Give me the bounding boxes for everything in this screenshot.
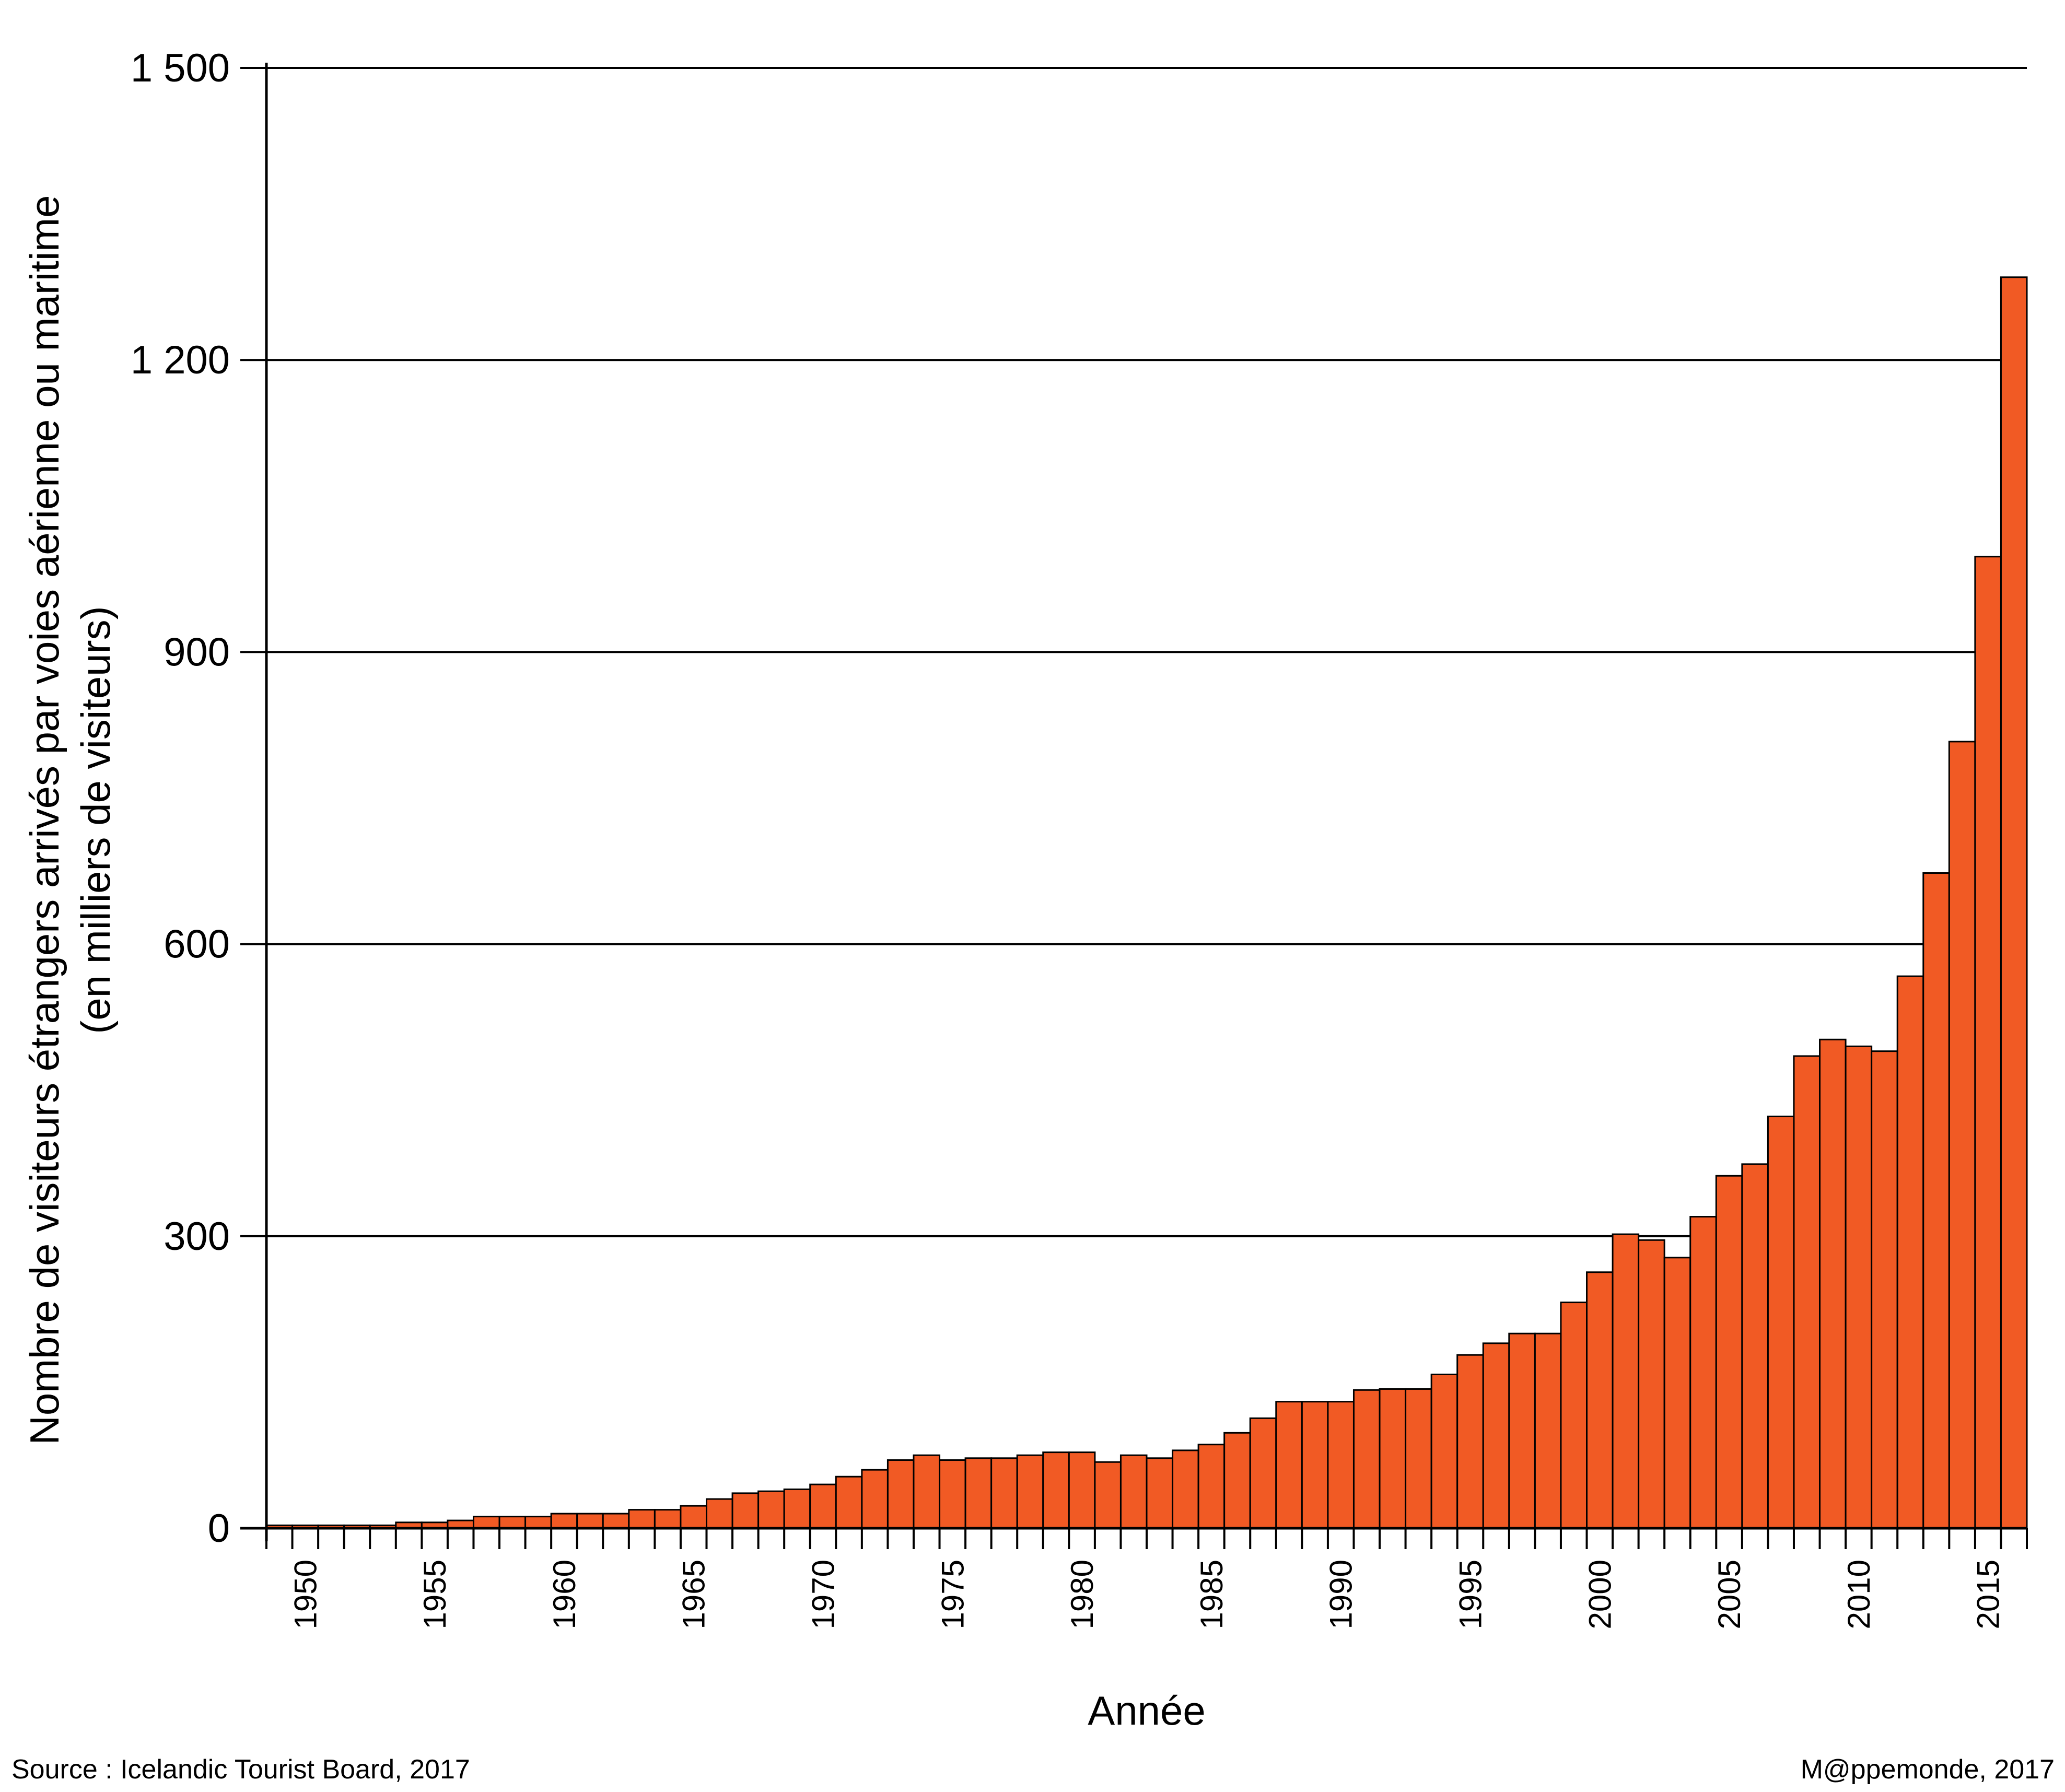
bar <box>1352 1389 1381 1529</box>
bar <box>1612 1233 1640 1529</box>
bar <box>628 1509 656 1529</box>
bar <box>1793 1055 1821 1529</box>
x-tick-label: 1970 <box>806 1560 841 1629</box>
x-tick-label: 2010 <box>1841 1560 1876 1629</box>
bar <box>1223 1432 1251 1529</box>
y-tick-labels: 0 300 600 900 1 200 1 500 <box>131 46 230 1551</box>
bar <box>1146 1457 1174 1529</box>
bar <box>1068 1451 1096 1529</box>
bar <box>783 1488 811 1529</box>
bar <box>1974 556 2002 1529</box>
x-tick-label: 1985 <box>1194 1560 1229 1629</box>
bar <box>913 1454 941 1529</box>
bar <box>472 1516 500 1529</box>
bar <box>1819 1038 1847 1529</box>
bar <box>1560 1302 1588 1529</box>
bar <box>498 1516 527 1529</box>
bar <box>757 1490 785 1529</box>
bar <box>861 1469 889 1529</box>
bar <box>939 1459 966 1529</box>
bar <box>1197 1444 1226 1529</box>
bar <box>1172 1449 1199 1529</box>
x-axis-title: Année <box>1088 1688 1206 1734</box>
bar <box>1767 1116 1795 1529</box>
bar <box>1379 1388 1407 1529</box>
bar <box>731 1492 760 1529</box>
x-tick-label: 1975 <box>935 1560 970 1629</box>
y-tick-label: 1 200 <box>131 338 230 382</box>
bar <box>1119 1454 1148 1529</box>
bar <box>602 1513 630 1529</box>
bar <box>1896 975 1924 1529</box>
x-tick-label: 2015 <box>1971 1560 2006 1629</box>
bar <box>1456 1354 1484 1529</box>
bar <box>1301 1401 1329 1529</box>
bar <box>576 1513 604 1529</box>
x-tick-label: 1980 <box>1065 1560 1100 1629</box>
grid-lines <box>240 67 2027 1237</box>
bar <box>654 1509 682 1529</box>
bar <box>835 1475 863 1529</box>
x-tick-label: 1965 <box>676 1560 711 1629</box>
bar <box>1275 1401 1303 1529</box>
y-axis-title-line-2: (en milliers de visiteurs) <box>73 606 119 1034</box>
bar <box>2000 276 2028 1529</box>
y-tick-label: 0 <box>208 1506 230 1551</box>
bar <box>1249 1417 1277 1529</box>
bar <box>1508 1332 1536 1529</box>
bar <box>1327 1401 1355 1529</box>
bar <box>1482 1342 1510 1529</box>
bar <box>886 1459 915 1529</box>
bar <box>1638 1239 1665 1529</box>
bar <box>1871 1050 1898 1529</box>
x-tick-labels: 1950 1955 1960 1965 1970 1975 1980 1985 1990 1995… <box>288 1560 2005 1629</box>
y-tick-label: 600 <box>164 922 230 967</box>
y-tick-label: 1 500 <box>131 46 230 90</box>
x-tick-label: 1995 <box>1453 1560 1488 1629</box>
bar <box>1663 1257 1691 1529</box>
bar <box>1534 1332 1562 1529</box>
bar <box>680 1505 707 1529</box>
bar <box>1042 1451 1070 1529</box>
bar <box>1715 1175 1743 1529</box>
bar <box>1741 1163 1769 1529</box>
y-axis-title-line-1: Nombre de visiteurs étrangers arrivés pa… <box>21 195 67 1445</box>
bar <box>1689 1216 1717 1529</box>
x-tick-label: 1955 <box>417 1560 452 1629</box>
x-tick-label: 2000 <box>1582 1560 1617 1629</box>
bar <box>1094 1461 1122 1529</box>
bar <box>524 1516 552 1529</box>
bar <box>1922 872 1950 1529</box>
bar <box>550 1513 578 1529</box>
bar <box>964 1457 993 1529</box>
y-tick-label: 300 <box>164 1214 230 1259</box>
bar <box>1586 1271 1614 1529</box>
bar <box>1948 741 1976 1529</box>
bar <box>1845 1045 1873 1529</box>
bar <box>1430 1373 1459 1529</box>
bar <box>809 1483 837 1529</box>
credit-note: M@ppemonde, 2017 <box>1800 1754 2055 1785</box>
x-tick-label: 2005 <box>1712 1560 1747 1629</box>
axes <box>240 63 2028 1549</box>
bar <box>990 1457 1018 1529</box>
bar <box>706 1498 733 1529</box>
y-tick-label: 900 <box>164 630 230 674</box>
source-note: Source : Icelandic Tourist Board, 2017 <box>11 1754 470 1785</box>
bar <box>1405 1388 1432 1529</box>
x-tick-label: 1960 <box>547 1560 582 1629</box>
x-tick-label: 1950 <box>288 1560 323 1629</box>
x-tick-label: 1990 <box>1324 1560 1359 1629</box>
bar <box>1016 1454 1044 1529</box>
bars <box>265 276 2028 1529</box>
